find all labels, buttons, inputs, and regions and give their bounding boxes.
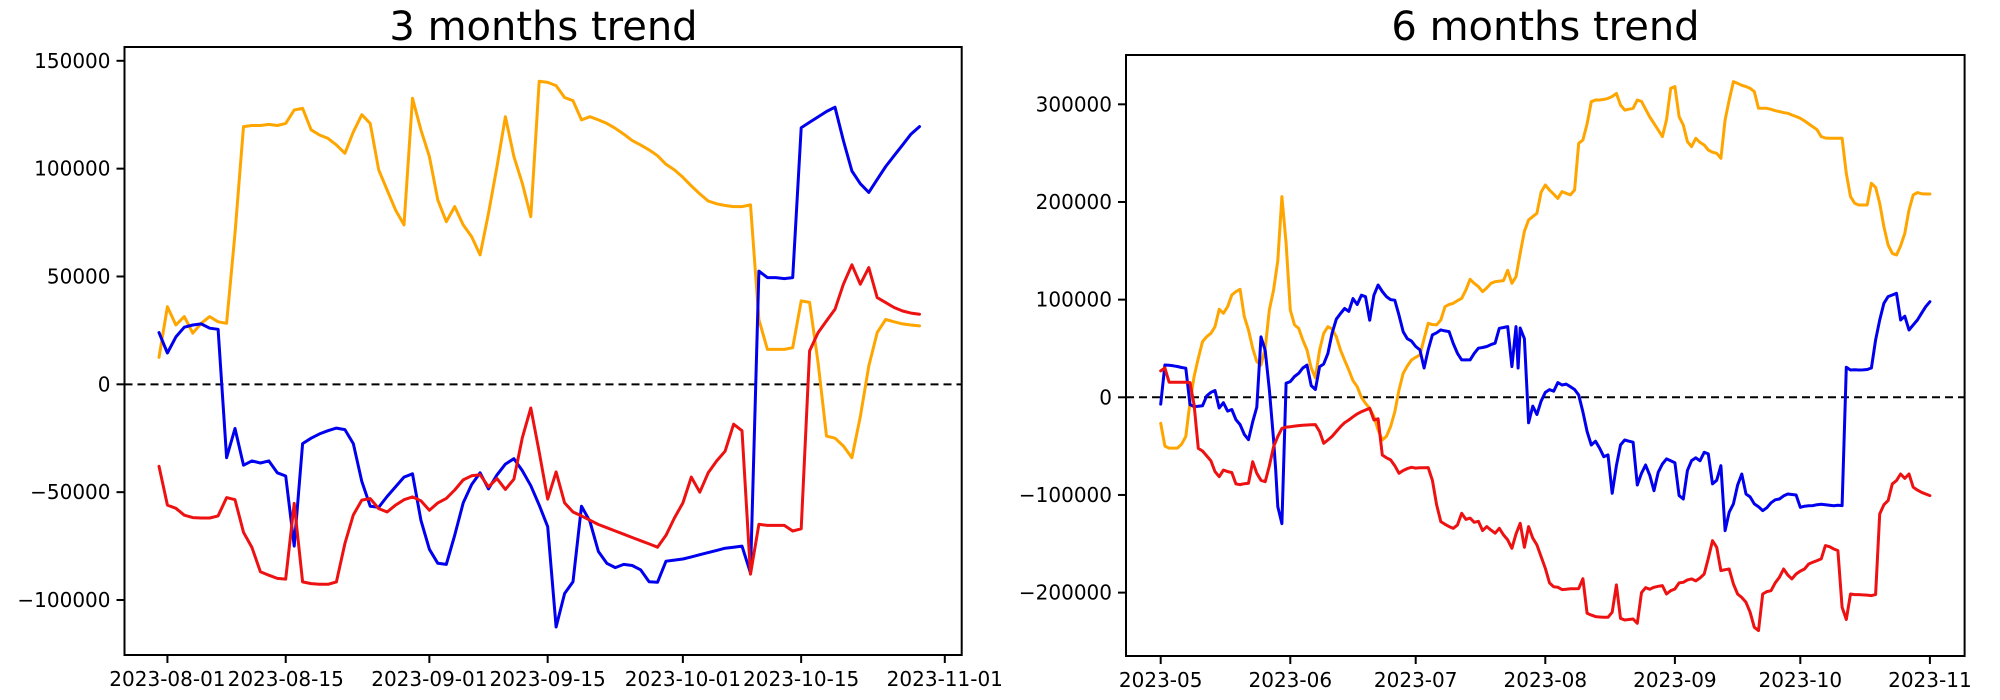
y-tick-label: 300000 [1036,92,1112,116]
x-tick-label: 2023-10-15 [743,667,859,691]
plot-box-spines [123,46,963,656]
x-tick-label: 2023-08 [1504,668,1588,692]
x-tick-label: 2023-10 [1759,668,1843,692]
series-red-line [1159,366,1932,633]
chart-title-6-months: 6 months trend [1391,4,1700,50]
y-tick-label: −100000 [1019,483,1112,507]
x-tick-label: 2023-08-01 [109,667,225,691]
y-tick-label: 100000 [1036,288,1112,312]
y-tick-label: 0 [1099,385,1112,409]
series-orange-line [157,79,921,460]
y-tick-label: −200000 [1019,581,1112,605]
y-tick-label: 150000 [34,49,110,73]
x-tick-label: 2023-08-15 [228,667,344,691]
x-tick-label: 2023-11-01 [887,667,1003,691]
y-tick-label: −100000 [17,588,110,612]
y-tick-label: 200000 [1036,190,1112,214]
x-tick-label: 2023-09-01 [371,667,487,691]
chart-0: 150000 100000 50000 0 −50000 −100000 2023-08-0… [17,46,1003,691]
x-tick-label: 2023-11 [1888,668,1972,692]
x-tick-label: 2023-09 [1633,668,1717,692]
series-blue-line [1159,283,1932,533]
y-tick-label: 50000 [47,264,111,288]
series-orange-line [1159,80,1932,450]
chart-title-3-months: 3 months trend [389,4,698,50]
y-tick-label: −50000 [30,480,110,504]
y-tick-label: 0 [98,372,111,396]
x-tick-label: 2023-09-15 [490,667,606,691]
x-tick-label: 2023-06 [1249,668,1333,692]
x-tick-label: 2023-05 [1119,668,1203,692]
series-blue-line [157,105,921,629]
y-tick-label: 100000 [34,157,110,181]
x-tick-label: 2023-07 [1374,668,1458,692]
plot-box-spines [1125,54,1966,657]
x-tick-label: 2023-10-01 [625,667,741,691]
chart-1: 300000 200000 100000 0 −100000 −200000 2023-05… [1019,54,1972,692]
series-red-line [157,263,921,586]
